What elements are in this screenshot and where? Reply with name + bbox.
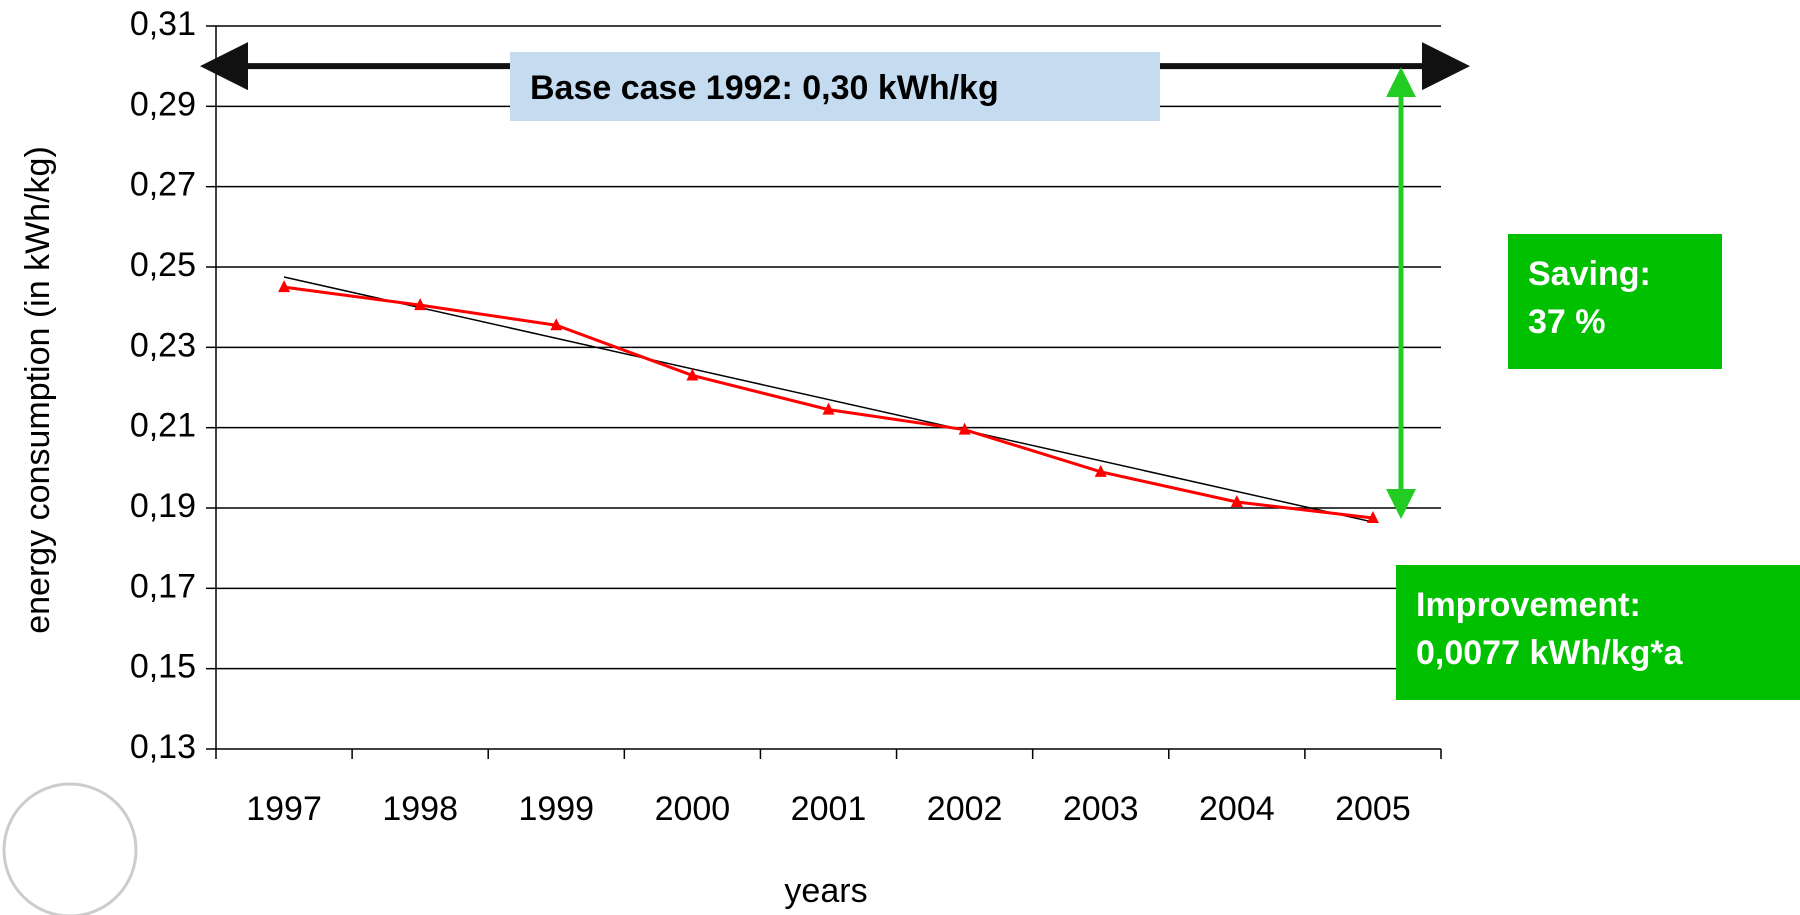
data-point <box>1094 464 1107 477</box>
y-tick-label: 0,27 <box>130 166 196 204</box>
annotation-text: 0,0077 kWh/kg*a <box>1416 634 1684 672</box>
annotation-text: Saving: <box>1528 255 1651 293</box>
data-point <box>1366 511 1379 524</box>
data-point <box>686 368 699 381</box>
y-tick-label: 0,31 <box>130 5 196 43</box>
x-tick-label: 2001 <box>791 790 867 828</box>
y-tick-label: 0,17 <box>130 567 196 605</box>
y-axis-label: energy consumption (in kWh/kg) <box>19 146 57 634</box>
annotation-text: 37 % <box>1528 303 1606 341</box>
y-tick-label: 0,23 <box>130 326 196 364</box>
x-tick-label: 1999 <box>518 790 594 828</box>
annotation-box <box>1396 565 1800 700</box>
y-tick-label: 0,15 <box>130 648 196 686</box>
data-point <box>1230 494 1243 507</box>
baseline-box <box>510 52 1160 121</box>
x-tick-label: 2005 <box>1335 790 1411 828</box>
x-tick-label: 2003 <box>1063 790 1139 828</box>
data-point <box>278 280 291 293</box>
seal <box>2 782 138 915</box>
y-tick-label: 0,21 <box>130 407 196 445</box>
annotation-box <box>1508 234 1722 369</box>
annotation-text: Improvement: <box>1416 586 1641 624</box>
x-tick-label: 1997 <box>246 790 322 828</box>
data-point <box>958 422 971 435</box>
data-point <box>550 318 563 331</box>
x-tick-label: 2004 <box>1199 790 1275 828</box>
trendline <box>283 276 1374 523</box>
y-tick-label: 0,25 <box>130 246 196 284</box>
data-point <box>822 402 835 415</box>
x-tick-label: 2000 <box>655 790 731 828</box>
data-point <box>414 298 427 311</box>
x-axis-label: years <box>784 872 867 910</box>
baseline-label: Base case 1992: 0,30 kWh/kg <box>530 69 999 107</box>
x-tick-label: 2002 <box>927 790 1003 828</box>
y-tick-label: 0,19 <box>130 487 196 525</box>
series-line <box>283 285 1374 520</box>
y-tick-label: 0,13 <box>130 728 196 766</box>
x-tick-label: 1998 <box>382 790 458 828</box>
y-tick-label: 0,29 <box>130 85 196 123</box>
